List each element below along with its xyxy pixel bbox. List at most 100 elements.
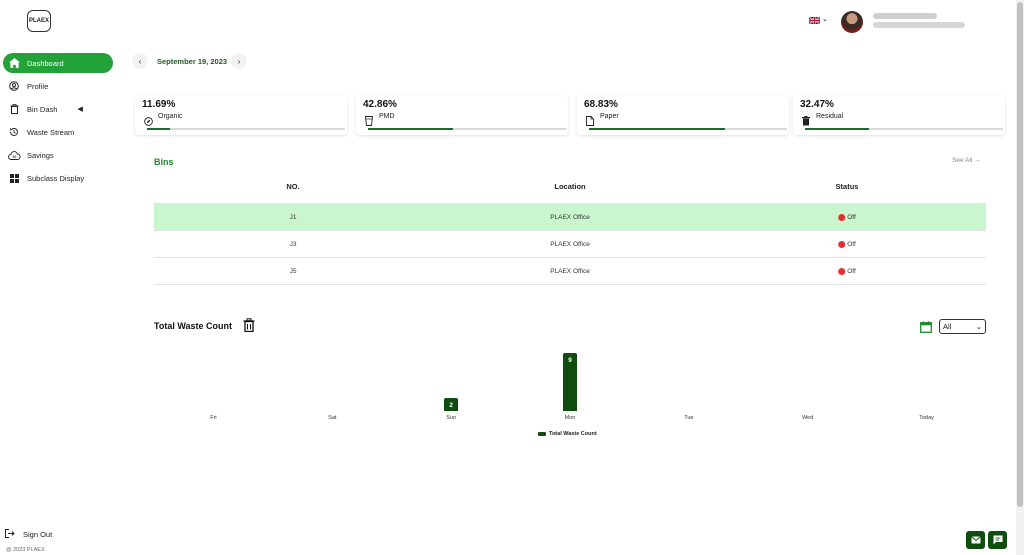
status-text: Off	[847, 268, 856, 275]
chat-button[interactable]	[988, 531, 1007, 549]
status-badge: Off	[838, 241, 856, 248]
sidebar-item-label: Bin Dash	[27, 104, 58, 114]
progress-fill	[805, 128, 870, 130]
scrollbar-thumb[interactable]	[1017, 2, 1023, 507]
document-icon	[586, 113, 594, 131]
compass-icon	[144, 113, 153, 131]
stat-card-paper: 68.83% Paper	[577, 95, 789, 135]
user-circle-icon	[5, 81, 23, 91]
x-tick-label: Today	[919, 415, 934, 421]
grid-icon	[5, 173, 23, 183]
bin-number: J3	[289, 241, 297, 248]
bin-number: J5	[289, 268, 297, 275]
see-all-link[interactable]: See All →	[952, 157, 981, 164]
status-dot-icon	[838, 214, 846, 221]
chevron-right-icon: ›	[237, 56, 241, 66]
sign-out-button[interactable]: Sign Out	[5, 529, 52, 540]
stat-percentage: 42.86%	[363, 99, 397, 110]
x-tick-label: Sun	[446, 415, 457, 421]
sidebar-item-label: Dashboard	[27, 58, 64, 68]
bin-location: PLAEX Office	[550, 214, 590, 221]
status-badge: Off	[838, 214, 856, 221]
period-select[interactable]: All ⌄	[939, 319, 986, 334]
sidebar-item-waste-stream[interactable]: Waste Stream	[3, 122, 113, 142]
bar-data-label: 9	[568, 357, 572, 364]
chart-bar-sun[interactable]: 2	[444, 398, 459, 411]
sidebar: PLAEX Dashboard Profile Bin Dash ◀ Waste…	[0, 0, 118, 555]
progress-track	[805, 128, 1003, 130]
stat-percentage: 11.69%	[142, 99, 176, 110]
sign-out-label: Sign Out	[23, 530, 53, 539]
stat-name: PMD	[379, 113, 395, 120]
sidebar-item-bin-dash[interactable]: Bin Dash ◀	[3, 99, 113, 119]
home-icon	[5, 58, 23, 68]
logo-text: PLAEX	[28, 18, 49, 24]
sidebar-item-label: Savings	[27, 150, 54, 160]
progress-fill	[589, 128, 726, 130]
progress-fill	[147, 128, 171, 130]
bin-location: PLAEX Office	[550, 268, 590, 275]
legend-swatch	[538, 432, 546, 436]
table-row[interactable]: J3 PLAEX Office Off	[154, 230, 986, 257]
stat-name: Residual	[816, 113, 844, 120]
sidebar-item-savings[interactable]: $$ Savings	[3, 145, 113, 165]
sidebar-item-label: Waste Stream	[27, 127, 75, 137]
mail-icon	[970, 536, 981, 544]
table-row[interactable]: J1 PLAEX Office Off	[154, 203, 986, 230]
sidebar-item-subclass-display[interactable]: Subclass Display	[3, 168, 113, 188]
bins-table-header: NO. Location Status	[154, 182, 986, 196]
waste-count-title: Total Waste Count	[154, 321, 232, 331]
cup-icon	[364, 113, 374, 131]
chat-icon	[993, 535, 1002, 545]
table-divider	[154, 284, 986, 285]
scrollbar[interactable]	[1016, 0, 1024, 555]
status-text: Off	[847, 214, 856, 221]
stat-card-pmd: 42.86% PMD	[356, 95, 568, 135]
bin-location: PLAEX Office	[550, 241, 590, 248]
mail-button[interactable]	[966, 531, 985, 549]
sign-out-icon	[5, 529, 15, 540]
x-tick-label: Fri	[210, 415, 217, 421]
svg-text:$$: $$	[12, 155, 16, 159]
calendar-icon[interactable]	[920, 320, 932, 338]
progress-track	[147, 128, 345, 130]
column-header-no: NO.	[286, 182, 300, 191]
progress-track	[589, 128, 787, 130]
sidebar-item-dashboard[interactable]: Dashboard	[3, 53, 113, 73]
stat-percentage: 68.83%	[584, 99, 618, 110]
table-row[interactable]: J5 PLAEX Office Off	[154, 257, 986, 284]
chart-legend[interactable]: Total Waste Count	[538, 431, 597, 437]
cloud-money-icon: $$	[5, 150, 23, 160]
period-select-value: All	[943, 322, 952, 331]
copyright-text: @ 2023 PLAEX	[6, 547, 45, 553]
sidebar-item-profile[interactable]: Profile	[3, 76, 113, 96]
plaex-logo[interactable]: PLAEX	[27, 10, 51, 32]
x-tick-label: Mon	[564, 415, 576, 421]
status-dot-icon	[838, 241, 846, 248]
caret-left-icon[interactable]: ◀	[77, 106, 83, 113]
x-tick-label: Sat	[328, 415, 337, 421]
avatar[interactable]	[841, 11, 863, 33]
bar-data-label: 2	[449, 402, 453, 410]
sidebar-item-label: Subclass Display	[27, 173, 85, 183]
x-tick-label: Wed	[802, 415, 814, 421]
bins-title: Bins	[154, 157, 174, 167]
trash-icon	[5, 104, 23, 114]
next-date-button[interactable]: ›	[231, 53, 247, 69]
stat-name: Organic	[158, 113, 183, 120]
bin-number: J1	[289, 214, 297, 221]
redacted-email	[873, 22, 965, 28]
current-date: September 19, 2023	[157, 57, 228, 66]
redacted-username	[873, 13, 937, 19]
prev-date-button[interactable]: ‹	[132, 53, 148, 69]
trash-icon	[243, 318, 255, 337]
history-icon	[5, 127, 23, 137]
waste-count-chart: Fri Sat 2 Sun 9 Mon Tue Wed Today	[154, 345, 986, 445]
bin-icon	[802, 113, 810, 131]
uk-flag-icon[interactable]	[809, 17, 820, 24]
chevron-left-icon: ‹	[138, 56, 142, 66]
progress-fill	[368, 128, 453, 130]
column-header-location: Location	[554, 182, 586, 191]
chart-bar-mon[interactable]: 9	[563, 353, 577, 411]
chevron-down-icon[interactable]: ⌄	[822, 16, 828, 23]
